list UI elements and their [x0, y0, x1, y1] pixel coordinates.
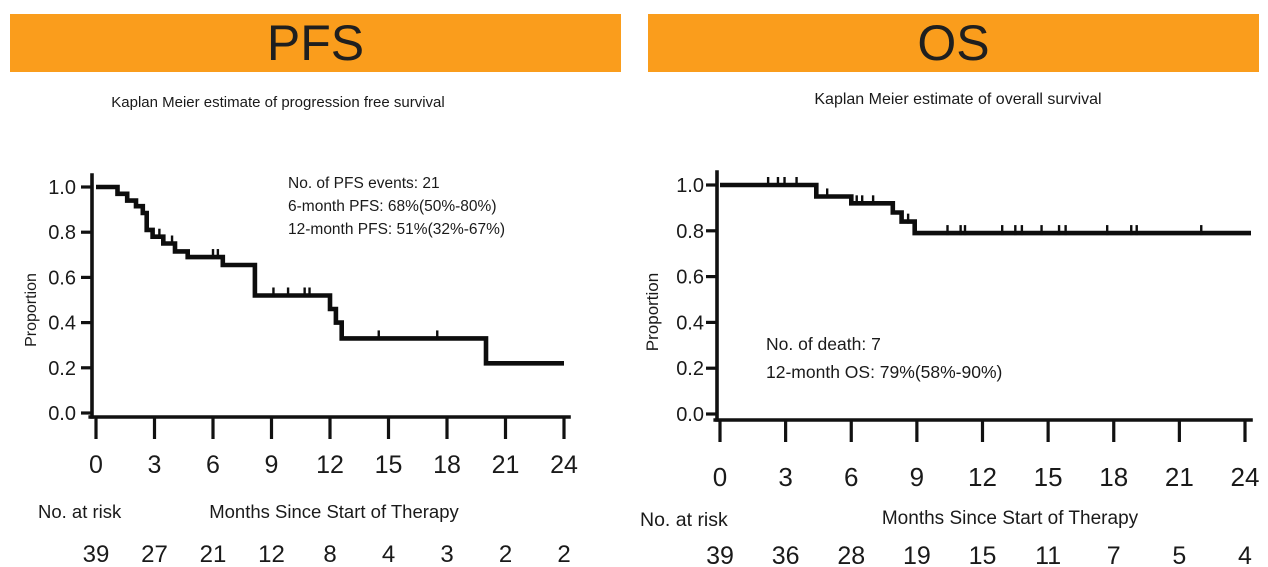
- pfs-header-bar: PFS: [10, 14, 621, 72]
- risk-count: 2: [557, 541, 570, 567]
- x-tick-label: 0: [89, 451, 103, 479]
- pfs-xlabel: Months Since Start of Therapy: [209, 501, 459, 522]
- risk-count: 27: [141, 541, 168, 567]
- annotation-line: 6-month PFS: 68%(50%-80%): [288, 198, 496, 215]
- y-tick-label: 0.4: [48, 313, 76, 335]
- pfs-risk-label: No. at risk: [38, 501, 122, 522]
- y-tick-label: 0.8: [48, 222, 76, 244]
- annotation-line: No. of death: 7: [766, 334, 881, 354]
- y-tick-label: 0.6: [48, 267, 76, 289]
- os-subtitle: Kaplan Meier estimate of overall surviva…: [814, 91, 1102, 108]
- x-tick-label: 3: [778, 462, 792, 492]
- y-tick-label: 0.4: [676, 312, 704, 334]
- y-tick-label: 0.2: [676, 358, 704, 380]
- x-tick-label: 3: [148, 451, 162, 479]
- os-km-curve: [720, 182, 1251, 236]
- x-tick-label: 24: [550, 451, 578, 479]
- risk-count: 7: [1107, 542, 1121, 567]
- x-tick-label: 9: [265, 451, 279, 479]
- y-tick-label: 0.2: [48, 358, 76, 380]
- os-xlabel: Months Since Start of Therapy: [882, 508, 1139, 529]
- x-tick-label: 15: [1034, 462, 1063, 492]
- y-tick-label: 0.0: [676, 404, 704, 426]
- risk-count: 5: [1172, 542, 1186, 567]
- pfs-km-curve: [96, 184, 564, 366]
- annotation-line: No. of PFS events: 21: [288, 175, 440, 192]
- y-tick-label: 1.0: [676, 175, 704, 197]
- os-ylabel: Proportion: [643, 273, 662, 351]
- annotation-line: 12-month PFS: 51%(32%-67%): [288, 221, 505, 238]
- y-tick-label: 0.0: [48, 403, 76, 425]
- km-step-curve: [720, 182, 1251, 236]
- os-annotation: No. of death: 7 12-month OS: 79%(58%-90%…: [766, 334, 1002, 382]
- y-tick-label: 1.0: [48, 177, 76, 199]
- x-tick-label: 9: [910, 462, 924, 492]
- panel-pfs: PFS Kaplan Meier estimate of progression…: [10, 14, 621, 567]
- x-tick-label: 15: [375, 451, 403, 479]
- pfs-ylabel: Proportion: [23, 273, 40, 347]
- os-risk-row: 39 36 28 19 15 11 7 5 4: [706, 542, 1252, 567]
- os-risk-label: No. at risk: [640, 509, 728, 531]
- risk-count: 4: [382, 541, 395, 567]
- risk-count: 21: [200, 541, 227, 567]
- panel-os: OS Kaplan Meier estimate of overall surv…: [634, 0, 1268, 567]
- y-tick-label: 0.6: [676, 267, 704, 289]
- risk-count: 36: [772, 542, 800, 567]
- x-tick-label: 12: [316, 451, 344, 479]
- pfs-censor-marks: [158, 228, 439, 341]
- x-tick-label: 12: [968, 462, 997, 492]
- os-censor-marks: [766, 177, 1203, 236]
- risk-count: 3: [440, 541, 453, 567]
- os-title: OS: [917, 15, 990, 71]
- x-tick-label: 21: [1165, 462, 1194, 492]
- km-step-curve: [96, 184, 564, 366]
- pfs-axes: 1.0 0.8 0.6 0.4 0.2 0.0 0 3 6 9 12 15 18 21 24: [48, 173, 578, 479]
- y-tick-label: 0.8: [676, 221, 704, 243]
- risk-count: 11: [1035, 542, 1061, 567]
- os-header-bar: OS: [648, 14, 1259, 72]
- x-tick-label: 18: [1099, 462, 1128, 492]
- x-tick-label: 6: [844, 462, 858, 492]
- x-tick-label: 0: [713, 462, 727, 492]
- risk-count: 28: [837, 542, 865, 567]
- pfs-annotation: No. of PFS events: 21 6-month PFS: 68%(5…: [288, 175, 505, 238]
- risk-count: 2: [499, 541, 512, 567]
- risk-count: 8: [323, 541, 336, 567]
- x-tick-label: 21: [492, 451, 520, 479]
- x-tick-label: 6: [206, 451, 220, 479]
- risk-count: 4: [1238, 542, 1252, 567]
- risk-count: 19: [903, 542, 931, 567]
- risk-count: 12: [258, 541, 285, 567]
- x-tick-label: 24: [1231, 462, 1260, 492]
- x-tick-label: 18: [433, 451, 461, 479]
- pfs-title: PFS: [266, 15, 365, 71]
- os-chart: 1.00.80.60.40.20.00 3 6 9 12 15 18 21 24 Proport…: [640, 170, 1260, 567]
- pfs-subtitle: Kaplan Meier estimate of progression fre…: [111, 94, 445, 111]
- pfs-chart: 1.00.80.60.40.20.00 3 6 9 12 15 18 21 24 Proport…: [23, 173, 578, 567]
- annotation-line: 12-month OS: 79%(58%-90%): [766, 362, 1002, 382]
- risk-count: 39: [83, 541, 110, 567]
- os-axes: 1.0 0.8 0.6 0.4 0.2 0.0 0 3 6 9 12 15 18 21 24: [676, 170, 1260, 492]
- risk-count: 15: [969, 542, 997, 567]
- risk-count: 39: [706, 542, 734, 567]
- pfs-risk-row: 39 27 21 12 8 4 3 2 2: [83, 541, 571, 567]
